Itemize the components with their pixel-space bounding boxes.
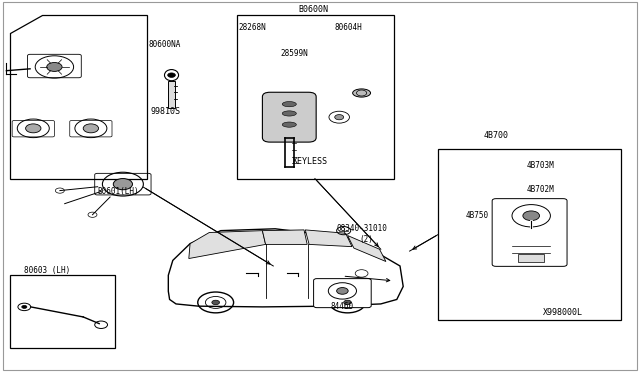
Polygon shape: [262, 230, 307, 244]
FancyBboxPatch shape: [314, 279, 371, 308]
Circle shape: [344, 300, 351, 305]
Bar: [438, 149, 621, 320]
Circle shape: [335, 115, 344, 120]
Text: 08340-31010: 08340-31010: [336, 224, 387, 233]
Circle shape: [523, 211, 540, 221]
Text: 99810S: 99810S: [150, 107, 180, 116]
Text: 80603 (LH): 80603 (LH): [24, 266, 70, 275]
Circle shape: [337, 288, 348, 294]
Bar: [237, 15, 394, 179]
Polygon shape: [348, 235, 386, 262]
Polygon shape: [10, 15, 147, 179]
Polygon shape: [168, 229, 403, 307]
Circle shape: [47, 62, 62, 71]
Bar: [10, 275, 115, 348]
Circle shape: [83, 124, 99, 133]
Text: B0601(LH): B0601(LH): [97, 187, 140, 196]
Text: 80600NA: 80600NA: [149, 40, 181, 49]
FancyBboxPatch shape: [492, 199, 567, 266]
Text: 28268N: 28268N: [239, 23, 267, 32]
Ellipse shape: [282, 102, 296, 107]
Circle shape: [212, 300, 220, 305]
Circle shape: [168, 73, 175, 77]
Text: 80604H: 80604H: [335, 23, 363, 32]
Text: 4B750: 4B750: [465, 211, 488, 220]
Circle shape: [22, 305, 27, 308]
Ellipse shape: [282, 122, 296, 127]
Bar: [518, 254, 544, 262]
Ellipse shape: [282, 111, 296, 116]
Text: 4B702M: 4B702M: [527, 185, 555, 194]
Circle shape: [113, 179, 132, 190]
FancyBboxPatch shape: [28, 54, 81, 78]
FancyBboxPatch shape: [262, 92, 316, 142]
Text: X998000L: X998000L: [543, 308, 583, 317]
Ellipse shape: [164, 70, 179, 81]
Text: (2): (2): [360, 235, 374, 244]
Text: 84460: 84460: [331, 302, 354, 311]
Circle shape: [26, 124, 41, 133]
Text: KEYLESS: KEYLESS: [293, 157, 328, 166]
Text: 28599N: 28599N: [280, 49, 308, 58]
Text: 4B703M: 4B703M: [527, 161, 555, 170]
Bar: [168, 81, 175, 108]
Ellipse shape: [353, 89, 371, 97]
Text: 4B700: 4B700: [483, 131, 508, 140]
Text: B0600N: B0600N: [299, 5, 328, 14]
Polygon shape: [189, 231, 266, 259]
Polygon shape: [305, 230, 352, 247]
